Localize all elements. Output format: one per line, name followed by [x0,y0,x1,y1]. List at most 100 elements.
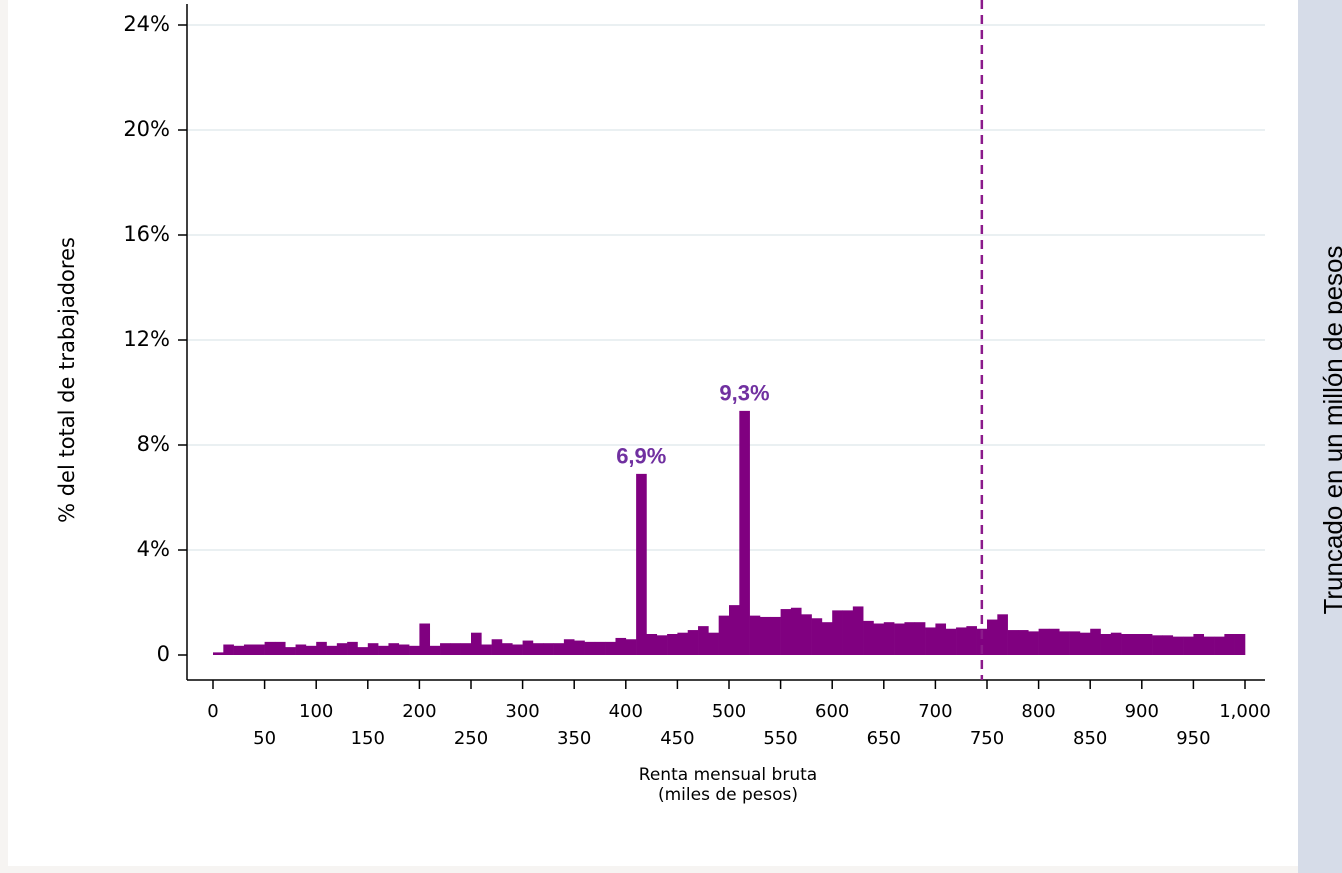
bar [770,616,781,655]
bar [378,645,389,655]
bar [419,623,431,655]
bar [398,644,410,655]
bar [1162,635,1174,655]
x-tick-label: 0 [207,701,218,722]
y-tick-label: 12% [123,327,170,351]
bar [873,623,885,655]
bar [801,614,812,655]
bar [243,644,255,655]
bar [1152,635,1163,655]
bar [677,632,689,655]
bar [1214,636,1225,655]
bar [213,652,224,655]
bar [1017,630,1029,655]
bar [563,639,575,655]
x-tick-label: 200 [402,701,436,722]
bar [1007,630,1019,655]
bar [956,627,967,655]
bar [481,644,492,655]
x-tick-label: 500 [712,701,746,722]
bar [1193,634,1205,655]
x-tick-label: 100 [299,701,333,722]
bar [429,645,441,655]
bar [667,634,678,655]
bar [471,632,482,655]
bar [501,643,513,655]
bar [1172,636,1184,655]
x-tick-label: 300 [505,701,539,722]
bar [1028,631,1039,655]
bar [1203,636,1215,655]
x-tick-label: 800 [1021,701,1055,722]
bar [574,640,585,655]
x-tick-label: 550 [763,728,797,749]
bar [832,610,843,655]
y-axis-label: % del total de trabajadores [55,237,79,523]
x-tick-label: 600 [815,701,849,722]
bar [987,619,998,655]
bar [625,639,637,655]
bar [759,616,771,655]
bar [274,641,286,655]
plot-background [8,0,1298,866]
bar [409,645,420,655]
bar [594,641,606,655]
bar [543,643,554,655]
bar [388,643,400,655]
bar [749,615,761,655]
bar [997,614,1008,655]
y-tick-label: 20% [123,117,170,141]
bar [1038,628,1050,655]
bar [233,645,245,655]
y-tick-label: 0 [157,642,170,666]
bar [1048,628,1060,655]
bar [1059,631,1070,655]
y-tick-label: 16% [123,222,170,246]
bar [522,640,534,655]
bar [491,639,503,655]
x-tick-label: 650 [867,728,901,749]
side-note: Truncado en un millón de pesos [1318,245,1342,614]
bar [1110,632,1122,655]
value-label: 9,3% [719,381,769,406]
bar [326,645,338,655]
bar [532,643,544,655]
bar [863,620,874,655]
bar [305,645,317,655]
value-label: 6,9% [616,444,666,469]
bar [1183,636,1194,655]
x-tick-label: 750 [970,728,1004,749]
bar [264,641,276,655]
bar [636,473,647,655]
bar [966,626,977,655]
bar [821,622,833,655]
x-axis-label: (miles de pesos) [658,785,798,805]
bar [223,644,234,655]
bar [894,623,905,655]
bar [450,643,461,655]
bar [883,622,895,655]
bar [945,628,957,655]
x-tick-label: 900 [1125,701,1159,722]
bar [254,644,265,655]
bar [357,647,369,655]
bar [718,615,730,655]
bar [646,634,658,655]
bar [1141,634,1153,655]
bar [976,628,988,655]
bar [605,641,616,655]
x-tick-label: 450 [660,728,694,749]
x-axis-label: Renta mensual bruta [639,765,817,785]
x-tick-label: 400 [609,701,643,722]
bar [1069,631,1081,655]
x-tick-label: 950 [1176,728,1210,749]
bar [615,637,627,655]
bar [1090,628,1101,655]
bar [512,644,523,655]
x-tick-label: 350 [557,728,591,749]
bar [584,641,596,655]
bar [708,632,719,655]
bar [1121,634,1132,655]
x-tick-label: 150 [351,728,385,749]
bar [935,623,947,655]
